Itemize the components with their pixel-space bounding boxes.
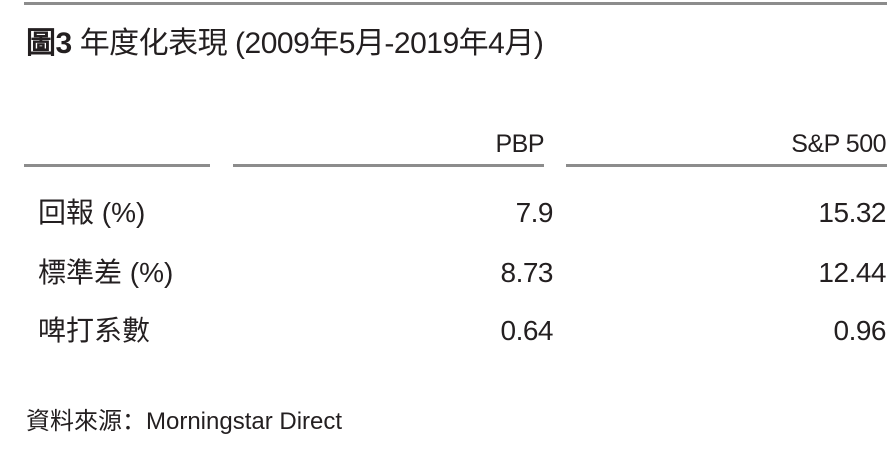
figure-title: 圖3 年度化表現 (2009年5月-2019年4月): [26, 22, 544, 66]
table-row-std-dev: 標準差 (%) 8.73 12.44: [0, 250, 887, 296]
sp500-value: 15.32: [818, 197, 886, 228]
source-note: 資料來源：Morningstar Direct: [26, 408, 343, 435]
figure-title-text: 年度化表現 (2009年5月-2019年4月): [79, 27, 544, 60]
pbp-value: 7.9: [515, 197, 554, 228]
header-rule-sp500-column: [566, 164, 887, 167]
top-divider: [24, 2, 887, 5]
header-rule-pbp-column: [233, 164, 544, 167]
figure-number: 圖3: [26, 27, 72, 60]
column-header-sp500: S&P 500: [791, 130, 886, 158]
table-row-return: 回報 (%) 7.9 15.32: [0, 190, 887, 236]
row-label: 標準差 (%): [38, 257, 174, 288]
sp500-value: 12.44: [818, 257, 886, 288]
pbp-value: 8.73: [500, 257, 554, 288]
header-rule-label-column: [24, 164, 210, 167]
sp500-value: 0.96: [833, 315, 887, 346]
column-header-pbp: PBP: [495, 130, 544, 158]
table-row-beta: 啤打系數 0.64 0.96: [0, 308, 887, 354]
row-label: 啤打系數: [38, 315, 151, 346]
row-label: 回報 (%): [38, 197, 146, 228]
pbp-value: 0.64: [500, 315, 554, 346]
